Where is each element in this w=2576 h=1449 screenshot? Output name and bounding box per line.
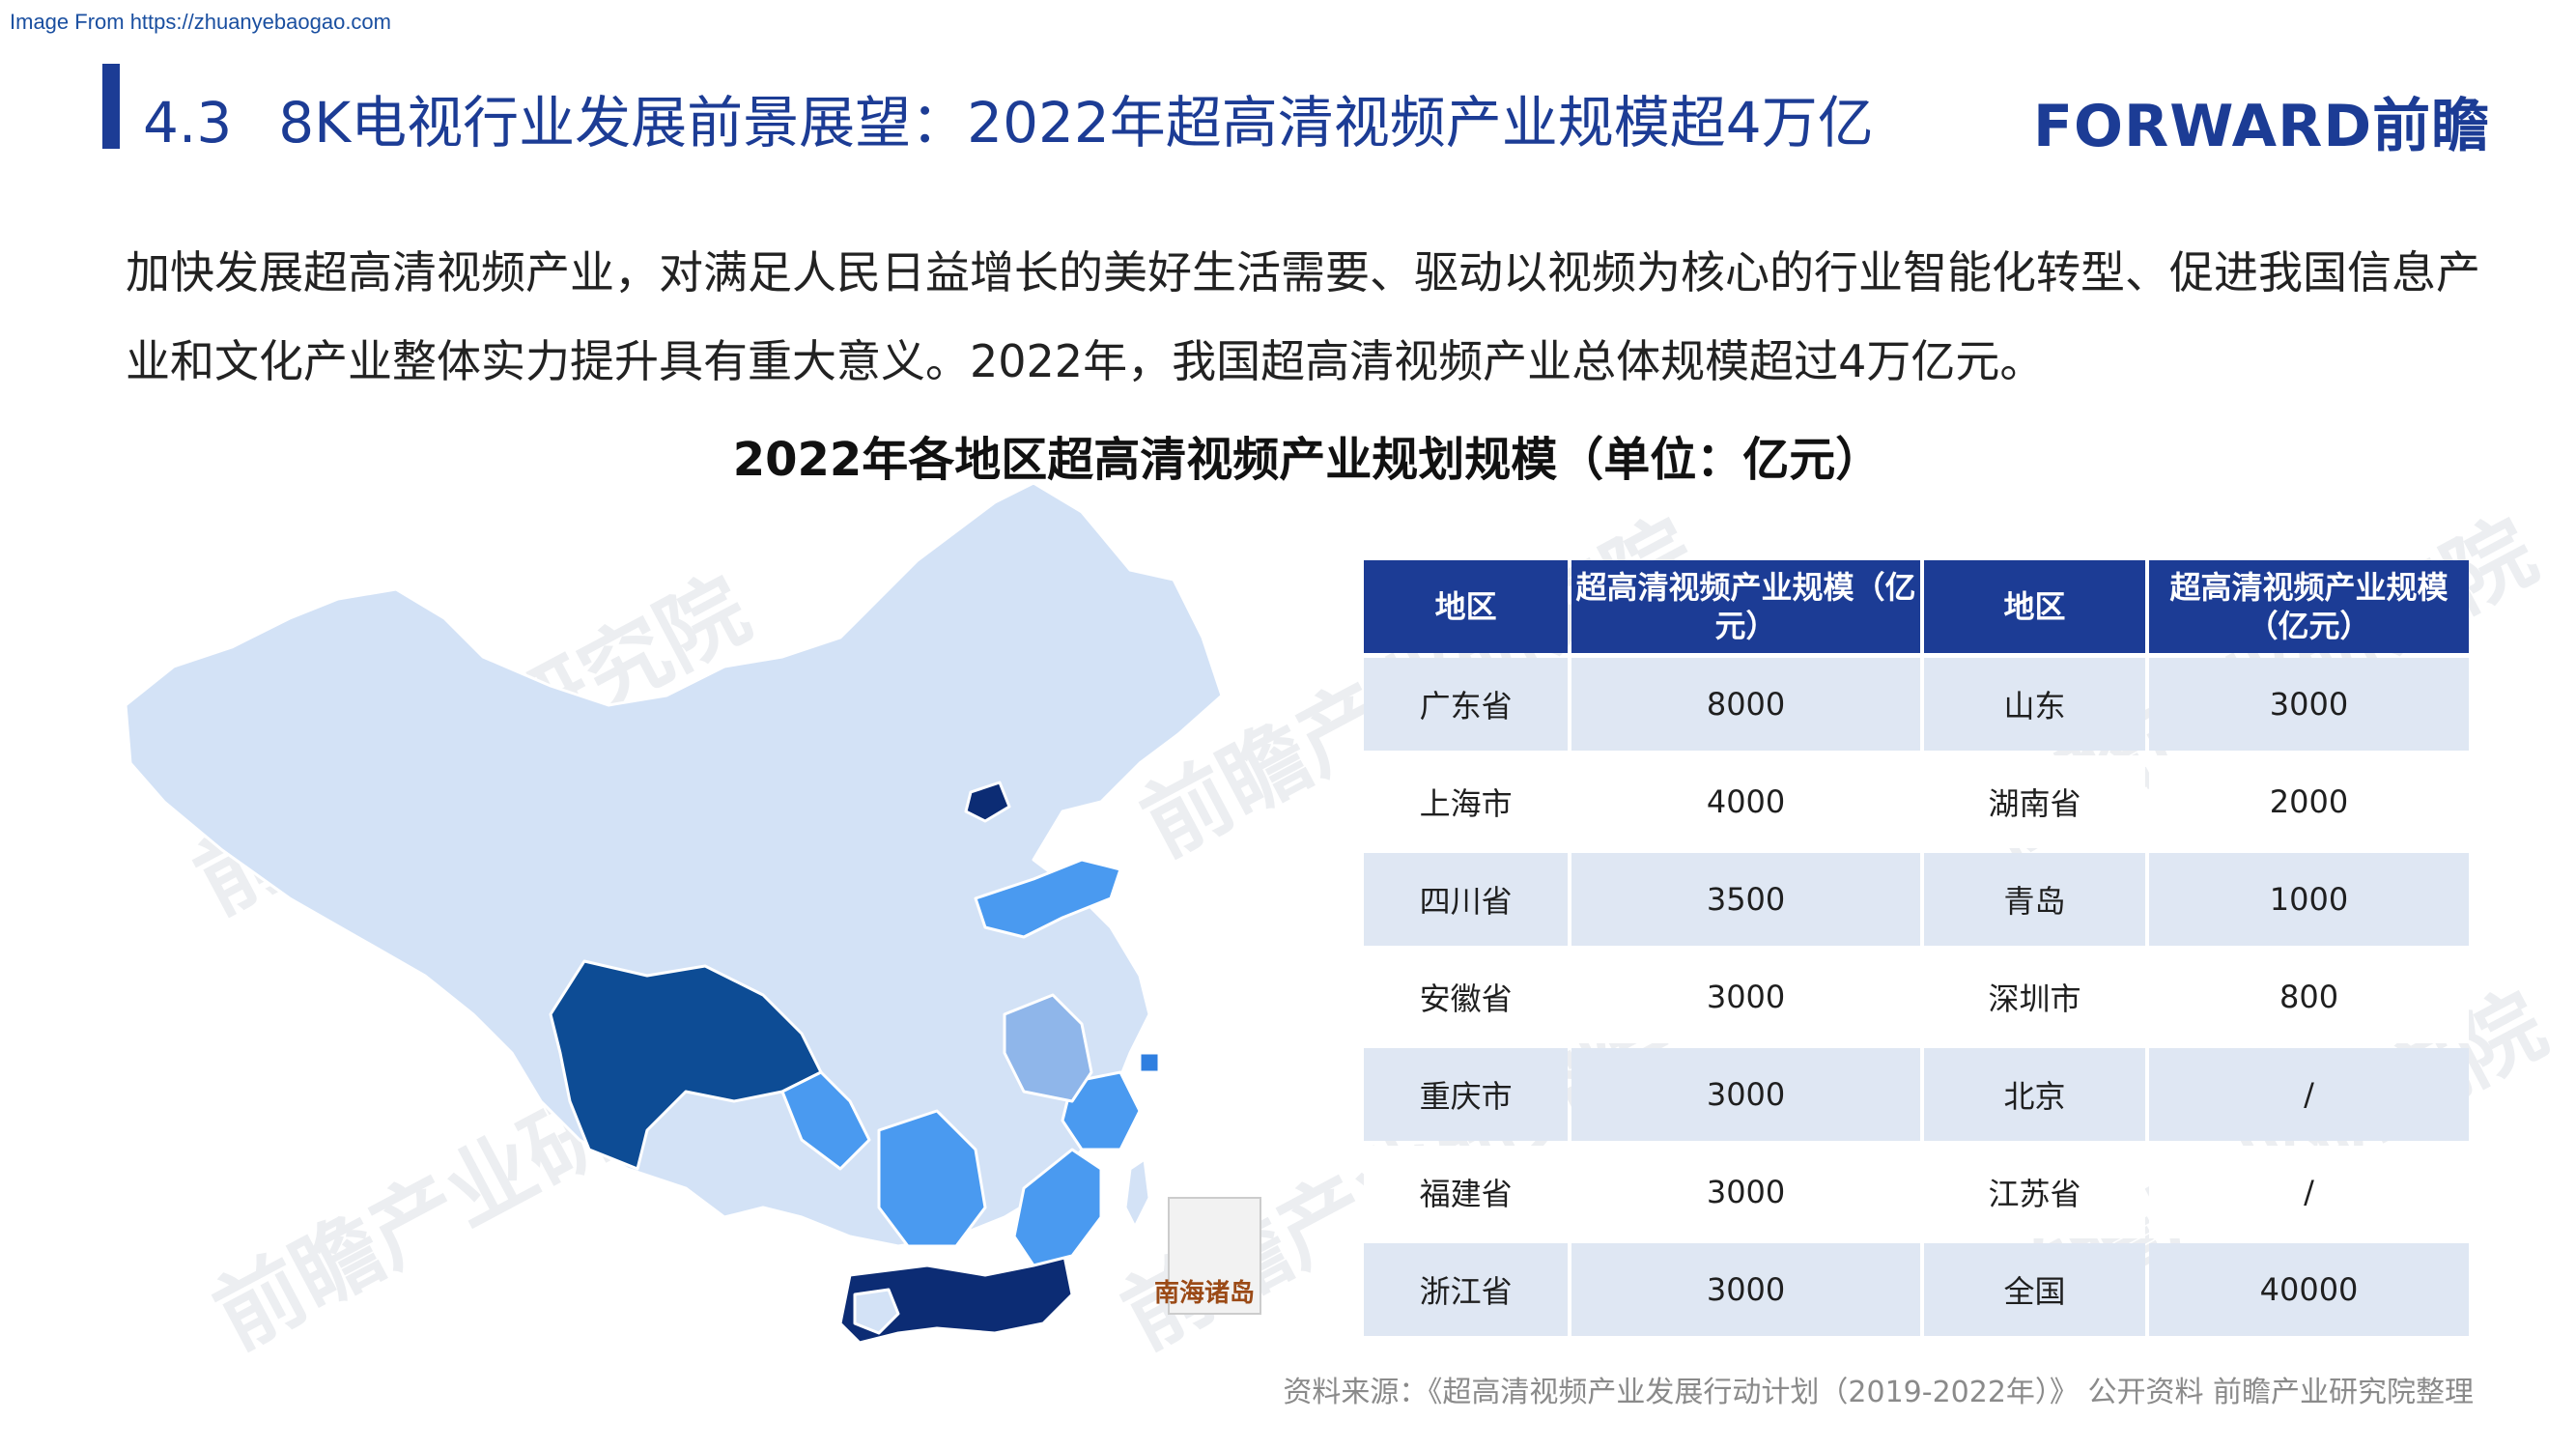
value-cell: 3000 [1571,951,1920,1043]
south-sea-inset [1168,1197,1261,1315]
section-number: 4.3 [143,90,233,156]
region-cell: 安徽省 [1364,951,1569,1043]
region-zhejiang [1061,1070,1142,1151]
value-cell: / [2149,1048,2469,1141]
region-chongqing [780,1070,871,1171]
table-row: 上海市 4000 湖南省 2000 [1364,755,2469,848]
region-guangdong [838,1244,1074,1343]
title-text: 8K电视行业发展前景展望：2022年超高清视频产业规模超4万亿 [278,90,1874,156]
table-header-row: 地区 超高清视频产业规模（亿元） 地区 超高清视频产业规模（亿元） [1364,560,2469,653]
region-shanghai [1138,1051,1161,1074]
region-cell: 湖南省 [1923,755,2146,848]
region-cell: 广东省 [1364,658,1569,751]
value-cell: 4000 [1571,755,1920,848]
region-cell: 四川省 [1364,853,1569,946]
region-hunan [877,1109,987,1248]
figure-title: 2022年各地区超高清视频产业规划规模（单位：亿元） [732,433,1882,487]
value-cell: 3000 [2149,658,2469,751]
title-accent-bar [102,64,120,149]
china-map [124,481,1261,1343]
table-row: 重庆市 3000 北京 / [1364,1048,2469,1141]
forward-logo: FORWARD前瞻 [2033,79,2490,163]
value-cell: / [2149,1146,2469,1238]
value-cell: 2000 [2149,755,2469,848]
region-cell: 上海市 [1364,755,1569,848]
col-header-scale-2: 超高清视频产业规模（亿元） [2149,560,2469,653]
value-cell: 8000 [1571,658,1920,751]
logo-text: FORWARD前瞻 [2033,93,2491,160]
value-cell: 3500 [1571,853,1920,946]
region-beijing [964,781,1011,823]
region-cell: 全国 [1923,1243,2146,1336]
region-scale-table: 地区 超高清视频产业规模（亿元） 地区 超高清视频产业规模（亿元） 广东省 80… [1360,555,2473,1341]
region-fujian [1012,1148,1103,1267]
region-hainan [853,1288,900,1335]
value-cell: 1000 [2149,853,2469,946]
value-cell: 40000 [2149,1243,2469,1336]
south-sea-label: 南海诸岛 [1154,1279,1256,1308]
table-row: 广东省 8000 山东 3000 [1364,658,2469,751]
col-header-region-2: 地区 [1923,560,2146,653]
value-cell: 3000 [1571,1146,1920,1238]
table-row: 安徽省 3000 深圳市 800 [1364,951,2469,1043]
region-cell: 北京 [1923,1048,2146,1141]
table-row: 四川省 3500 青岛 1000 [1364,853,2469,946]
intro-paragraph: 加快发展超高清视频产业，对满足人民日益增长的美好生活需要、驱动以视频为核心的行业… [126,246,2480,387]
region-cell: 深圳市 [1923,951,2146,1043]
region-anhui [1003,993,1093,1103]
region-taiwan [1123,1157,1151,1229]
region-cell: 江苏省 [1923,1146,2146,1238]
source-link[interactable]: Image From https://zhuanyebaogao.com [10,10,391,34]
value-cell: 800 [2149,951,2469,1043]
col-header-region-1: 地区 [1364,560,1569,653]
region-cell: 浙江省 [1364,1243,1569,1336]
region-cell: 青岛 [1923,853,2146,946]
table-row: 浙江省 3000 全国 40000 [1364,1243,2469,1336]
page-title: 4.3 8K电视行业发展前景展望：2022年超高清视频产业规模超4万亿 [143,77,1874,158]
table-row: 福建省 3000 江苏省 / [1364,1146,2469,1238]
value-cell: 3000 [1571,1243,1920,1336]
region-shandong [974,858,1122,939]
col-header-scale-1: 超高清视频产业规模（亿元） [1571,560,1920,653]
map-landmass [124,481,1224,1248]
region-cell: 福建省 [1364,1146,1569,1238]
value-cell: 3000 [1571,1048,1920,1141]
region-cell: 重庆市 [1364,1048,1569,1141]
source-note: 资料来源：《超高清视频产业发展行动计划（2019-2022年）》 公开资料 前瞻… [1283,1376,2474,1409]
region-cell: 山东 [1923,658,2146,751]
region-sichuan [549,959,823,1171]
